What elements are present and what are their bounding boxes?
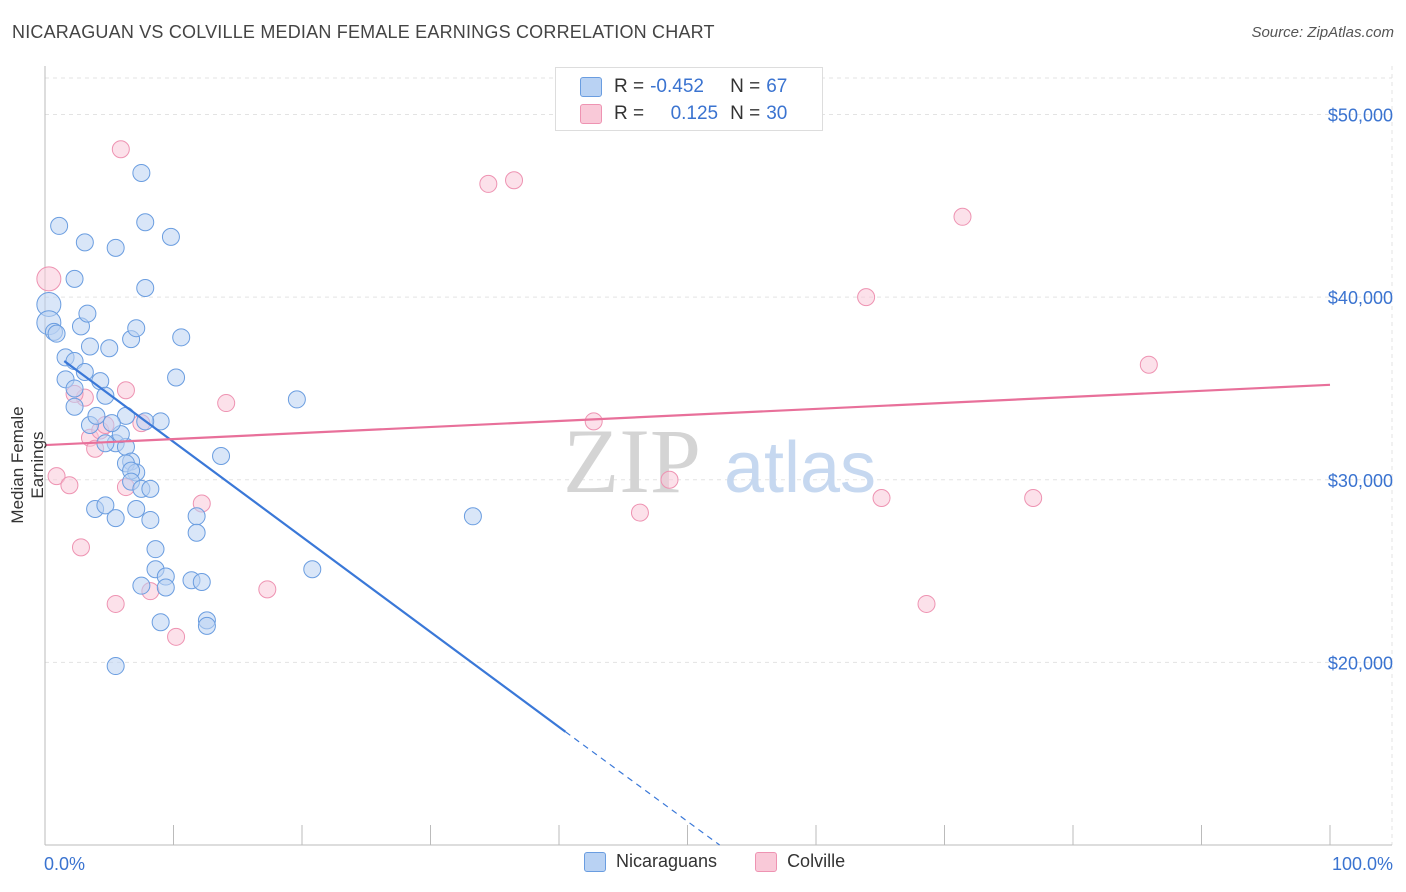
colville-point: [479, 174, 498, 193]
colville-point: [1024, 489, 1043, 508]
colville-point: [167, 627, 186, 646]
series-legend: Nicaraguans Colville: [584, 851, 883, 872]
legend-r-value: 0.125: [670, 103, 719, 124]
nicaraguans-point: [151, 613, 170, 632]
source-label: Source: ZipAtlas.com: [1251, 24, 1394, 41]
y-tick-label: $20,000: [1328, 653, 1393, 673]
nicaraguans-point: [197, 616, 216, 635]
nicaraguans-point: [87, 406, 106, 425]
legend-r-label: R =: [614, 103, 645, 124]
colville-point: [584, 412, 603, 431]
nicaraguans-point: [212, 447, 231, 466]
series-legend-colville[interactable]: Colville: [755, 851, 845, 872]
colville-point: [630, 503, 649, 522]
nicaraguans-point: [136, 279, 155, 298]
nicaraguans-point: [96, 496, 115, 515]
legend-swatch-blue: [580, 77, 602, 97]
nicaraguans-point: [187, 523, 206, 542]
series-name: Nicaraguans: [616, 851, 718, 871]
series-legend-nicaraguans[interactable]: Nicaraguans: [584, 851, 717, 872]
nicaraguans-point: [172, 328, 191, 347]
legend-n-value: 30: [766, 103, 788, 124]
nicaraguans-point: [100, 339, 119, 358]
nicaraguans-point: [141, 479, 160, 498]
nicaraguans-point: [287, 390, 306, 409]
legend-r-value: -0.452: [650, 76, 704, 97]
nicaraguans-point: [132, 163, 151, 182]
nicaraguans-point: [127, 319, 146, 338]
colville-point: [47, 467, 66, 486]
colville-point: [71, 538, 90, 557]
nicaraguans-point: [47, 324, 66, 343]
nicaraguans-point: [96, 386, 115, 405]
legend-row-colville: R = 0.125 N = 30: [580, 101, 787, 127]
y-axis-label: Median Female Earnings: [8, 406, 47, 524]
nicaraguans-point: [167, 368, 186, 387]
colville-point: [505, 171, 524, 190]
legend-row-nicaraguans: R = -0.452 N = 67: [580, 74, 787, 100]
nicaraguans-point: [65, 397, 84, 416]
nicaraguans-point: [80, 337, 99, 356]
nicaraguans-point: [106, 238, 125, 257]
nicaraguans-point: [187, 507, 206, 526]
nicaraguans-point: [156, 578, 175, 597]
y-tick-label: $50,000: [1328, 106, 1393, 126]
colville-point: [258, 580, 277, 599]
nicaraguans-point: [75, 363, 94, 382]
nicaraguans-point: [65, 379, 84, 398]
legend-n-label: N =: [730, 76, 761, 97]
series-name: Colville: [787, 851, 846, 871]
nicaraguans-point: [141, 510, 160, 529]
nicaraguans-point: [132, 576, 151, 595]
colville-trendline: [44, 383, 1331, 447]
nicaraguans-point: [463, 507, 482, 526]
colville-point: [917, 594, 936, 613]
legend-swatch-blue: [584, 851, 606, 872]
nicaraguans-point: [106, 657, 125, 676]
nicaraguans-point: [192, 573, 211, 592]
nicaraguans-point: [161, 227, 180, 246]
nicaraguans-point: [75, 233, 94, 252]
colville-point: [106, 594, 125, 613]
y-tick-label: $30,000: [1328, 471, 1393, 491]
nicaraguans-trendline-extension: [565, 731, 720, 846]
colville-point: [660, 470, 679, 489]
legend-r-label: R =: [614, 76, 645, 97]
correlation-legend: R = -0.452 N = 67 R = 0.125 N = 30: [555, 67, 823, 131]
nicaraguans-point: [78, 304, 97, 323]
colville-point: [872, 489, 891, 508]
legend-swatch-pink: [755, 851, 778, 872]
nicaraguans-point: [303, 560, 322, 579]
nicaraguans-point: [127, 499, 146, 518]
chart-title: NICARAGUAN VS COLVILLE MEDIAN FEMALE EAR…: [12, 22, 715, 42]
watermark-atlas: atlas: [724, 428, 876, 508]
watermark-zip: ZIP: [563, 410, 701, 512]
colville-point: [217, 394, 236, 413]
nicaraguans-point: [136, 213, 155, 232]
colville-point: [36, 266, 62, 292]
colville-point: [116, 381, 135, 400]
nicaraguans-point: [106, 509, 125, 528]
x-tick-label: 100.0%: [1332, 854, 1393, 874]
legend-swatch-pink: [580, 104, 602, 124]
y-tick-label: $40,000: [1328, 288, 1393, 308]
nicaraguans-point: [65, 269, 84, 288]
colville-point: [1139, 355, 1158, 374]
x-tick-label: 0.0%: [44, 854, 85, 874]
colville-point: [111, 140, 130, 159]
nicaraguans-trendline: [63, 360, 567, 733]
colville-point: [953, 207, 972, 226]
legend-n-value: 67: [766, 76, 788, 97]
nicaraguans-point: [146, 540, 165, 559]
legend-n-label: N =: [730, 103, 761, 124]
nicaraguans-point: [102, 414, 121, 433]
nicaraguans-point: [50, 216, 69, 235]
colville-point: [857, 288, 876, 307]
colville-point: [60, 476, 79, 495]
